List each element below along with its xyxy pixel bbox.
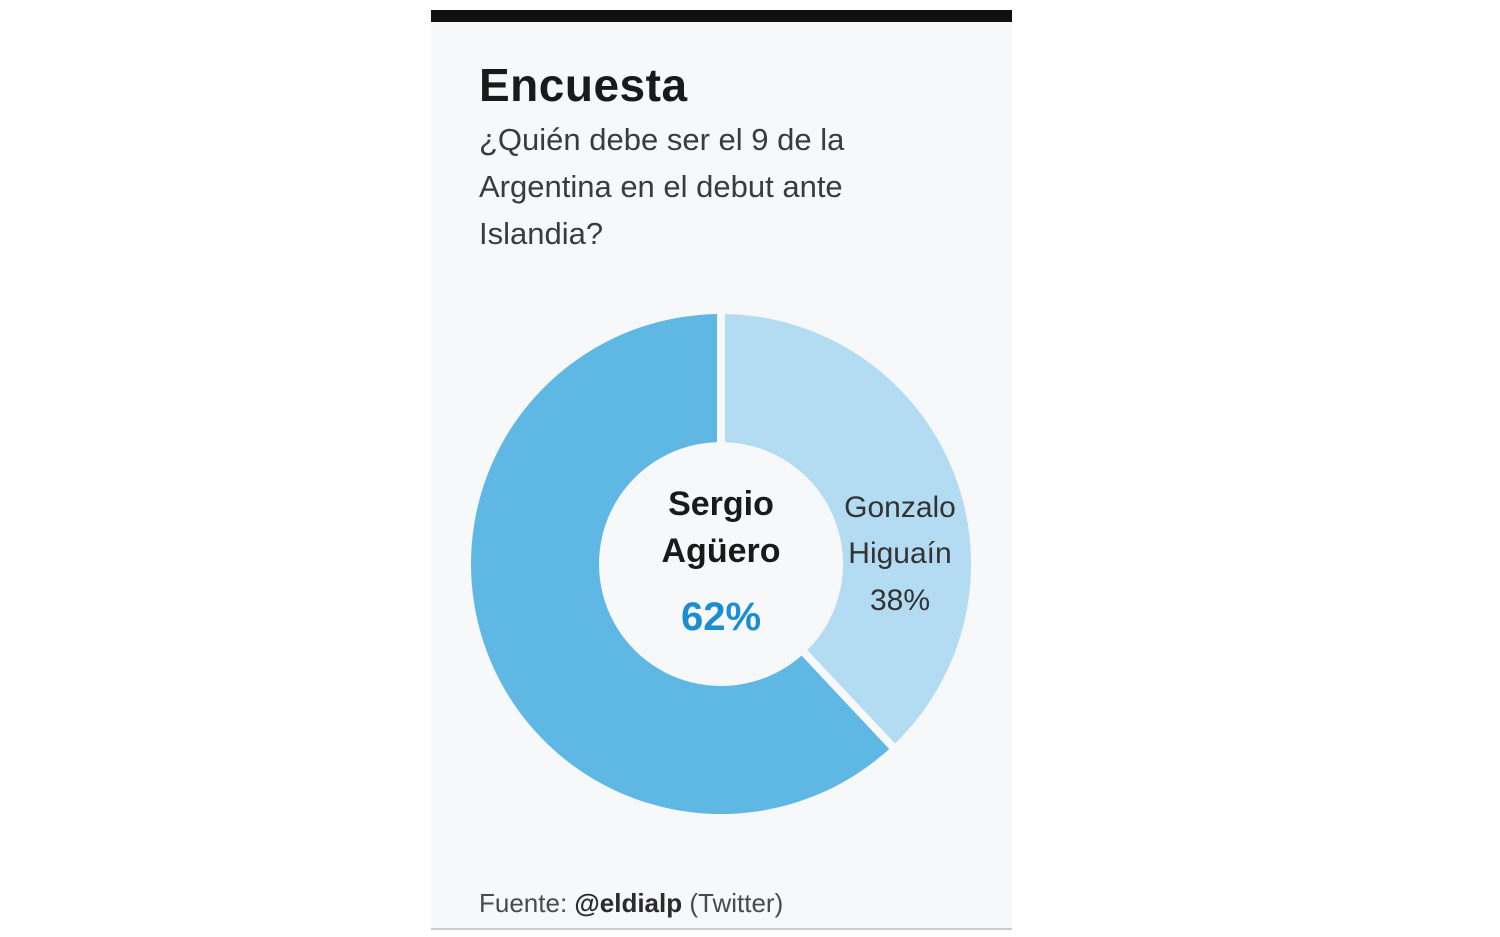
slice-label-gonzalo-higuaín-line1: Gonzalo: [844, 491, 956, 524]
slice-label-sergio-agüero-line1: Sergio: [668, 485, 774, 523]
slice-sergio-agüero: [471, 314, 890, 815]
source-note: Fuente: @eldialp (Twitter): [479, 888, 783, 919]
slice-value-sergio-agüero: 62%: [681, 595, 761, 639]
donut-chart: Sergio Agüero 62% Gonzalo Higuaín 38%: [471, 314, 971, 815]
slices-layer: [471, 314, 971, 815]
bottom-rule: [431, 928, 1012, 930]
slice-value-gonzalo-higuaín: 38%: [870, 584, 930, 617]
slice-gonzalo-higuaín: [724, 314, 971, 744]
poll-card: Encuesta ¿Quién debe ser el 9 de la Arge…: [431, 10, 1012, 930]
top-rule: [431, 10, 1012, 22]
labels-layer: Sergio Agüero 62% Gonzalo Higuaín 38%: [662, 485, 956, 639]
source-prefix: Fuente:: [479, 888, 568, 918]
source-handle: @eldialp: [574, 888, 683, 918]
chart-subtitle: ¿Quién debe ser el 9 de la Argentina en …: [479, 122, 845, 251]
slice-label-gonzalo-higuaín-line2: Higuaín: [848, 537, 951, 570]
chart-title: Encuesta: [479, 59, 688, 111]
slice-label-sergio-agüero-line2: Agüero: [662, 532, 781, 570]
source-suffix: (Twitter): [689, 888, 784, 918]
